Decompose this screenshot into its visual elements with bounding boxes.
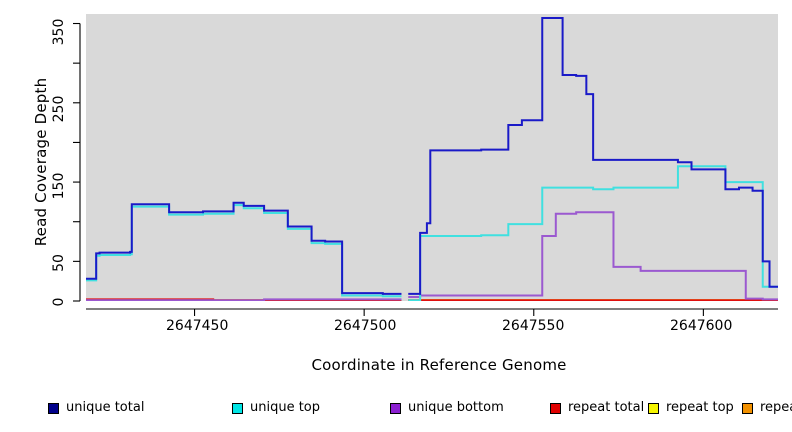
- x-tick-label-1: 2647450: [166, 318, 229, 334]
- legend-swatch-icon: [232, 402, 243, 414]
- legend-item-unique-bottom: unique bottom: [390, 398, 504, 418]
- y-tick-label-150: 150: [51, 172, 67, 200]
- legend-label: unique bottom: [408, 400, 504, 415]
- series-line-unique-bottom: [86, 298, 402, 301]
- plot-panel: [86, 14, 778, 301]
- legend-label: repeat top: [666, 400, 734, 415]
- x-axis-label: Coordinate in Reference Genome: [311, 356, 567, 374]
- axes-group: [73, 22, 778, 316]
- y-tick-label-50: 50: [51, 254, 67, 272]
- legend-swatch-icon: [550, 402, 561, 414]
- plot-background-group: [86, 14, 778, 301]
- series-line-unique-total: [86, 201, 402, 295]
- x-tick-label-4: 2647600: [670, 318, 733, 334]
- legend-label: repeat bottom: [760, 400, 792, 415]
- legend-item-repeat-top: repeat top: [648, 398, 734, 418]
- series-line-unique-total: [408, 16, 778, 295]
- series-group: [86, 16, 778, 301]
- chart-legend: unique total unique top unique bottom repea…: [0, 396, 792, 424]
- legend-label: unique top: [250, 400, 321, 415]
- x-tick-label-3: 2647550: [502, 318, 565, 334]
- legend-swatch-icon: [48, 402, 59, 414]
- y-tick-label-0: 0: [51, 297, 67, 307]
- y-tick-label-350: 350: [51, 18, 67, 46]
- legend-label: unique total: [66, 400, 145, 415]
- legend-item-repeat-total: repeat total: [550, 398, 644, 418]
- legend-item-repeat-bottom: repeat bottom: [742, 398, 792, 418]
- legend-label: repeat total: [568, 400, 645, 415]
- series-line-unique-bottom: [408, 211, 778, 301]
- legend-item-unique-total: unique total: [48, 398, 144, 418]
- legend-swatch-icon: [648, 402, 659, 414]
- legend-item-unique-top: unique top: [232, 398, 320, 418]
- legend-swatch-icon: [390, 402, 401, 414]
- x-tick-label-2: 2647500: [334, 318, 397, 334]
- legend-swatch-icon: [742, 402, 753, 414]
- y-tick-label-250: 250: [51, 95, 67, 123]
